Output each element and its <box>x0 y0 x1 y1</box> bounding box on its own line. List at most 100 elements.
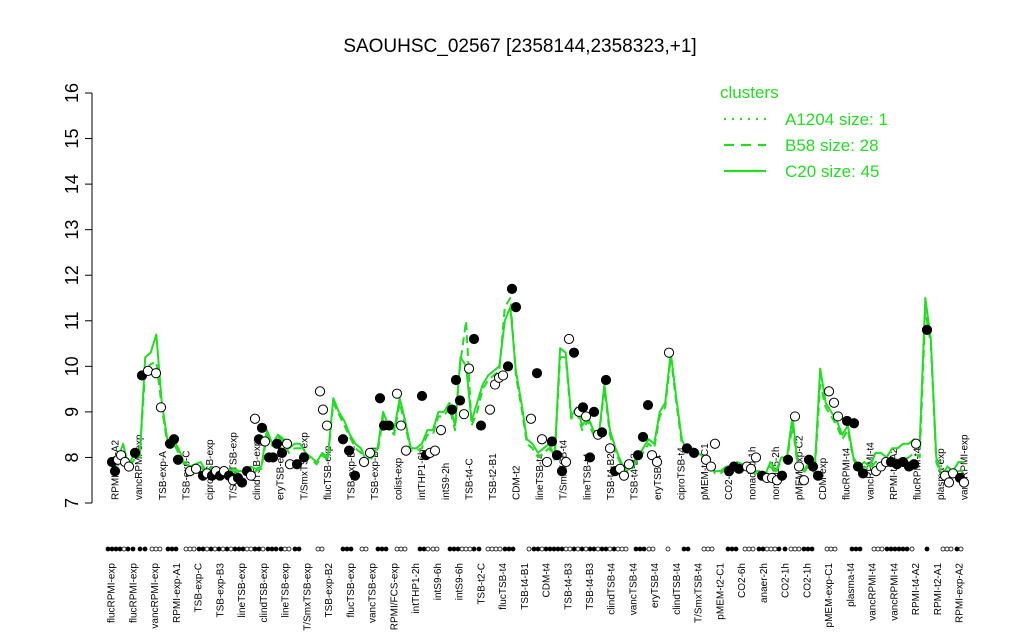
data-point <box>314 386 326 397</box>
rug-marker <box>701 546 707 552</box>
data-point <box>446 404 458 415</box>
data-point <box>623 459 635 470</box>
x-category-label: TSB-t2-B1 <box>488 453 499 500</box>
rug-marker <box>760 546 766 552</box>
rug-marker <box>871 546 877 552</box>
rug-marker <box>208 546 214 552</box>
rug-marker <box>273 546 279 552</box>
data-point <box>947 468 959 479</box>
x-category-label: pMEM-t2-C1 <box>715 563 726 620</box>
x-category-label: vancRPMI-t4 <box>889 563 900 621</box>
rug-marker <box>232 546 238 552</box>
x-category-label: eryTSB-t4 <box>650 563 661 608</box>
rug-marker <box>705 546 711 552</box>
rug-marker <box>125 546 131 552</box>
data-point <box>155 402 167 413</box>
x-category-label: TSB-t4-B1 <box>520 563 531 610</box>
rug-marker <box>888 546 894 552</box>
data-point <box>364 447 376 458</box>
rug-marker <box>599 546 605 552</box>
rug-marker <box>191 546 197 552</box>
rug-marker <box>575 546 581 552</box>
rug-marker <box>265 546 271 552</box>
rug-marker <box>595 546 601 552</box>
rug-marker <box>623 546 629 552</box>
x-category-label: T/SmxTSB-t4 <box>694 563 705 623</box>
data-point <box>358 456 370 468</box>
x-category-label: ciproTSB-t4 <box>677 447 688 500</box>
x-category-label: RPMI-exp-A1 <box>172 563 183 623</box>
data-point <box>857 468 869 479</box>
data-point <box>604 443 616 454</box>
rug-marker <box>447 546 453 552</box>
rug-marker <box>506 546 512 552</box>
x-category-label: RPMI-t2-A1 <box>933 563 944 616</box>
data-point <box>256 422 268 433</box>
rug-marker <box>402 546 408 552</box>
data-point <box>600 374 612 386</box>
data-point <box>793 461 805 472</box>
x-category-label: lineTSB-t4 <box>535 453 546 500</box>
legend-label-c20: C20 size: 45 <box>785 162 880 181</box>
data-point <box>789 411 801 422</box>
legend-label-a1204: A1204 size: 1 <box>785 110 888 129</box>
data-point <box>700 454 712 465</box>
data-point <box>782 454 794 465</box>
series-layer <box>111 297 964 479</box>
data-point <box>848 418 860 429</box>
data-point <box>349 470 361 481</box>
rug-marker <box>849 546 855 552</box>
rug-marker <box>725 546 731 552</box>
data-point <box>374 393 386 404</box>
x-category-label: flucTSB-exp <box>346 563 357 618</box>
rug-marker <box>502 546 508 552</box>
data-point <box>828 397 840 408</box>
data-point <box>245 470 257 481</box>
data-point <box>812 470 824 481</box>
rug-marker <box>398 546 404 552</box>
rug-marker <box>665 546 671 552</box>
rug-marker <box>685 546 691 552</box>
x-category-label: CDM-t2 <box>512 465 523 500</box>
rug-marker <box>319 546 325 552</box>
x-category-label: RPMI-exp-A2 <box>955 563 966 623</box>
rug-marker <box>282 546 288 552</box>
data-point <box>468 333 480 345</box>
x-category-label: RPMI-t4-A2 <box>911 563 922 616</box>
series-line-solid <box>111 297 964 477</box>
data-point <box>109 466 121 477</box>
rug-marker <box>896 546 902 552</box>
data-point <box>510 302 522 313</box>
rug-marker <box>884 546 890 552</box>
rug-marker <box>709 546 715 552</box>
data-point <box>568 347 580 358</box>
rug-marker <box>892 546 898 552</box>
x-label-layer: RPMI-exp-A2 vancRPMI-exp TSB-exp-A TSB-exp-… <box>107 432 971 631</box>
x-category-label: TSB-t4-B3 <box>563 563 574 610</box>
x-category-label: flucRPMI-exp <box>107 563 118 623</box>
rug-marker <box>954 546 960 552</box>
rug-marker <box>183 546 189 552</box>
x-category-label: TSB-t4-B3 <box>585 563 596 610</box>
data-point <box>681 443 693 454</box>
data-point <box>291 459 303 470</box>
rug-marker <box>173 546 179 552</box>
x-category-label: CO2-1h <box>781 563 792 598</box>
rug-marker <box>742 546 748 552</box>
data-point <box>383 420 395 431</box>
rug-marker <box>615 546 621 552</box>
x-category-label: vancRPMI-exp <box>150 563 161 629</box>
rug-marker <box>153 546 159 552</box>
rug-marker <box>430 546 436 552</box>
rug-marker <box>583 546 589 552</box>
rug-marker <box>611 546 617 552</box>
rug-marker <box>204 546 210 552</box>
rug-marker <box>782 546 788 552</box>
x-category-label: pMEM-exp-C1 <box>824 563 835 628</box>
data-point <box>391 388 403 399</box>
data-point <box>236 477 248 488</box>
data-point <box>798 475 810 486</box>
rug-marker <box>764 546 770 552</box>
x-category-label: CO2-1h <box>802 563 813 598</box>
data-point <box>642 399 654 411</box>
